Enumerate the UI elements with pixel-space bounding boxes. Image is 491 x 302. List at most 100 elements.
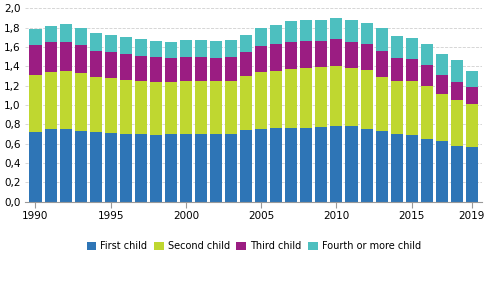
Bar — [330, 18, 342, 39]
Bar — [150, 135, 162, 202]
Bar — [90, 77, 102, 132]
Bar — [240, 35, 252, 52]
Bar — [285, 42, 298, 69]
Bar — [240, 130, 252, 202]
Bar — [330, 66, 342, 126]
Bar — [255, 46, 267, 72]
Bar — [466, 87, 478, 104]
Bar — [376, 131, 387, 202]
Bar — [406, 135, 418, 202]
Bar — [180, 134, 192, 202]
Bar — [421, 139, 433, 202]
Bar — [195, 56, 207, 81]
Bar — [300, 20, 312, 41]
Bar — [255, 129, 267, 202]
Bar — [225, 40, 237, 56]
Bar — [59, 42, 72, 71]
Bar — [436, 94, 448, 141]
Bar — [376, 77, 387, 131]
Bar — [120, 134, 132, 202]
Bar — [75, 131, 86, 202]
Bar — [210, 134, 222, 202]
Bar — [376, 28, 387, 51]
Bar — [315, 20, 327, 41]
Bar — [59, 71, 72, 129]
Bar — [360, 129, 373, 202]
Bar — [451, 100, 463, 146]
Bar — [406, 59, 418, 81]
Bar — [150, 56, 162, 82]
Bar — [29, 30, 42, 45]
Bar — [346, 42, 357, 68]
Bar — [315, 67, 327, 127]
Bar — [105, 78, 117, 133]
Bar — [90, 33, 102, 51]
Bar — [75, 73, 86, 131]
Bar — [105, 52, 117, 78]
Bar — [210, 41, 222, 57]
Bar — [120, 80, 132, 134]
Bar — [270, 128, 282, 202]
Bar — [451, 60, 463, 82]
Bar — [436, 141, 448, 202]
Bar — [346, 126, 357, 202]
Bar — [421, 65, 433, 85]
Bar — [360, 23, 373, 44]
Bar — [315, 41, 327, 67]
Bar — [240, 76, 252, 130]
Bar — [135, 81, 147, 134]
Bar — [210, 57, 222, 81]
Bar — [330, 39, 342, 66]
Bar — [75, 45, 86, 73]
Bar — [135, 56, 147, 81]
Bar — [360, 70, 373, 129]
Bar — [195, 40, 207, 56]
Bar — [391, 36, 403, 57]
Bar — [180, 40, 192, 56]
Bar — [225, 56, 237, 81]
Bar — [285, 128, 298, 202]
Bar — [255, 28, 267, 46]
Legend: First child, Second child, Third child, Fourth or more child: First child, Second child, Third child, … — [82, 238, 425, 255]
Bar — [180, 56, 192, 81]
Bar — [406, 81, 418, 135]
Bar — [255, 72, 267, 129]
Bar — [466, 71, 478, 87]
Bar — [285, 69, 298, 128]
Bar — [45, 129, 56, 202]
Bar — [165, 42, 177, 57]
Bar — [45, 72, 56, 129]
Bar — [285, 21, 298, 42]
Bar — [120, 37, 132, 54]
Bar — [300, 68, 312, 128]
Bar — [270, 71, 282, 128]
Bar — [300, 41, 312, 68]
Bar — [330, 126, 342, 202]
Bar — [90, 132, 102, 202]
Bar — [135, 134, 147, 202]
Bar — [270, 44, 282, 71]
Bar — [436, 75, 448, 94]
Bar — [391, 134, 403, 202]
Bar — [45, 26, 56, 42]
Bar — [391, 57, 403, 81]
Bar — [59, 24, 72, 42]
Bar — [225, 81, 237, 134]
Bar — [135, 39, 147, 56]
Bar — [45, 42, 56, 72]
Bar — [300, 128, 312, 202]
Bar — [421, 44, 433, 65]
Bar — [75, 27, 86, 45]
Bar — [165, 82, 177, 134]
Bar — [180, 81, 192, 134]
Bar — [376, 51, 387, 77]
Bar — [90, 51, 102, 77]
Bar — [270, 25, 282, 44]
Bar — [29, 132, 42, 202]
Bar — [346, 20, 357, 42]
Bar — [240, 52, 252, 76]
Bar — [421, 85, 433, 139]
Bar — [315, 127, 327, 202]
Bar — [195, 134, 207, 202]
Bar — [29, 75, 42, 132]
